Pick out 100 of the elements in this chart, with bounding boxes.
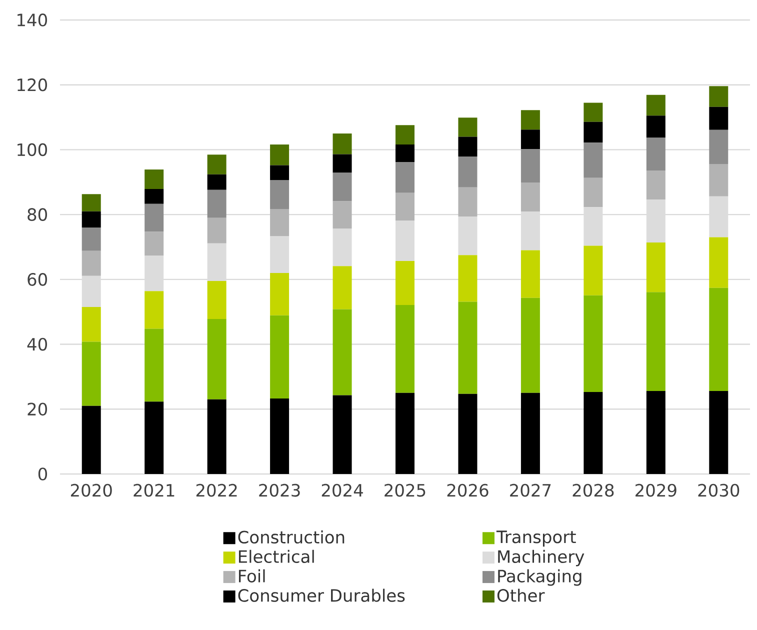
bar (144, 204, 164, 232)
y-tick-label: 0 (38, 468, 48, 480)
bar (646, 292, 666, 391)
bar (458, 118, 478, 137)
bar (82, 250, 101, 276)
x-tick-label: 2027 (510, 484, 551, 497)
legend-label: Foil (238, 569, 265, 582)
bar (270, 180, 290, 210)
bar (458, 302, 478, 394)
bar (584, 142, 603, 178)
bar (458, 136, 478, 157)
bar (144, 188, 164, 204)
bar (207, 318, 226, 400)
y-tick-label: 60 (28, 272, 47, 286)
x-tick-label: 2028 (572, 484, 614, 497)
x-tick-label: 2030 (698, 484, 740, 497)
bar (520, 149, 540, 182)
y-tick-label: 40 (27, 338, 47, 351)
bar (709, 86, 728, 107)
bar (332, 309, 352, 396)
bar (332, 154, 352, 173)
x-tick-label: 2020 (70, 484, 112, 497)
bar (396, 260, 415, 306)
y-tick-label: 100 (18, 143, 47, 156)
bar (332, 395, 352, 474)
bar (82, 342, 101, 406)
x-tick-label: 2022 (196, 484, 237, 497)
bar (144, 402, 164, 474)
bar (396, 192, 415, 221)
bar (82, 306, 101, 342)
bar (332, 266, 352, 310)
bar (270, 236, 290, 273)
bar (144, 232, 164, 256)
bar (396, 125, 415, 145)
bar (709, 130, 728, 164)
bar (646, 116, 666, 138)
bar (709, 106, 728, 130)
x-tick-label: 2029 (636, 484, 676, 497)
bar (270, 144, 290, 166)
bar (584, 392, 603, 474)
bar (584, 207, 603, 246)
bar (520, 250, 540, 298)
bar (207, 399, 226, 474)
y-tick-label: 120 (18, 78, 47, 92)
bar (332, 228, 352, 266)
bar (584, 178, 603, 208)
bar (584, 295, 603, 392)
bar (646, 170, 666, 200)
bar (207, 243, 226, 282)
bar (396, 392, 415, 474)
legend-label: Construction (238, 530, 344, 544)
bar (270, 165, 290, 180)
bar (520, 298, 540, 393)
y-tick-label: 20 (28, 402, 47, 416)
bar (458, 394, 478, 474)
legend-label: Packaging (498, 569, 582, 586)
bar (709, 390, 728, 474)
bar (520, 130, 540, 150)
bar (646, 242, 666, 292)
bar (82, 406, 101, 474)
bar (520, 110, 540, 130)
bar (270, 315, 290, 398)
bar (520, 212, 540, 250)
bar (458, 255, 478, 302)
bar (270, 398, 290, 474)
legend-label: Electrical (238, 550, 314, 563)
legend-label: Other (497, 588, 545, 602)
bar (207, 281, 226, 319)
bar (332, 172, 352, 202)
bar (207, 218, 226, 244)
bar (646, 94, 666, 116)
bar (207, 190, 226, 218)
bar (144, 291, 164, 329)
bar (396, 305, 415, 393)
x-tick-label: 2025 (384, 484, 426, 497)
legend-label: Machinery (498, 550, 584, 566)
bar (396, 220, 415, 261)
bar (207, 154, 226, 174)
bar (82, 276, 101, 307)
bar (646, 138, 666, 170)
legend-label: Consumer Durables (238, 588, 405, 602)
bar (270, 272, 290, 316)
bar (709, 288, 728, 391)
bar (144, 328, 164, 402)
x-tick-label: 2021 (134, 484, 174, 497)
bar (207, 174, 226, 190)
bar (144, 256, 164, 292)
bar (144, 169, 164, 189)
bar (396, 144, 415, 162)
bar (396, 162, 415, 193)
x-tick-label: 2024 (322, 484, 363, 497)
x-tick-label: 2023 (259, 484, 300, 497)
bar (82, 228, 101, 251)
bar (520, 182, 540, 212)
bar (82, 211, 101, 228)
bar (709, 196, 728, 238)
bar (584, 122, 603, 143)
bar (520, 392, 540, 474)
bar (332, 201, 352, 229)
bar (584, 246, 603, 296)
